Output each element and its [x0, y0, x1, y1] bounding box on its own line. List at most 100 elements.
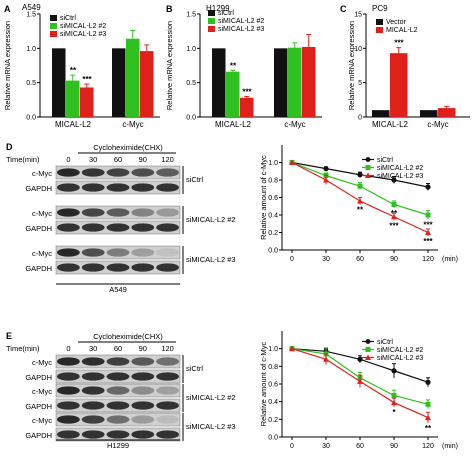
- panel-letter-B: B: [166, 4, 173, 14]
- legend-marker: [365, 354, 371, 360]
- band-label-gapdh-D: GAPDH: [25, 264, 52, 273]
- cmyc-blot-E-band: [56, 386, 80, 395]
- cmyc-blot-E-band: [106, 357, 130, 366]
- gapdh-blot-E-band: [56, 430, 80, 439]
- y-tick-label: 1.0: [268, 346, 278, 353]
- band-label-cmyc-E: c-Myc: [32, 416, 52, 425]
- gapdh-blot-D-band: [131, 223, 155, 232]
- x-tick-label: 120: [422, 256, 434, 263]
- gapdh-blot-D-band: [156, 263, 180, 272]
- y-axis-label-C: Relative mRNA expression: [347, 21, 356, 110]
- time-point-D: 60: [114, 155, 122, 164]
- y-axis-label: Relative amount of c-Myc: [259, 155, 268, 240]
- x-tick-label: 90: [390, 443, 398, 450]
- point-marker: [357, 172, 363, 178]
- panel-letter-D: D: [6, 142, 13, 152]
- cmyc-blot-D-band: [156, 208, 180, 217]
- gapdh-blot-D-band: [81, 183, 105, 192]
- cmyc-blot-D-band: [106, 168, 130, 177]
- point-marker: [357, 356, 363, 362]
- band-label-gapdh-E: GAPDH: [25, 373, 52, 382]
- legend-label: siMICAL-L2 #3: [377, 173, 423, 180]
- cmyc-blot-E-band: [106, 415, 130, 424]
- x-tick-label: 120: [422, 443, 434, 450]
- y-tick-label-B: 0.5: [186, 80, 196, 87]
- x-axis-unit: (min): [442, 443, 458, 450]
- point-marker: [323, 356, 329, 362]
- cmyc-blot-E-band: [56, 415, 80, 424]
- y-tick-label: 0.4: [268, 399, 278, 406]
- gapdh-blot-D-band: [56, 223, 80, 232]
- point-marker: [391, 202, 397, 207]
- cmyc-blot-E-band: [156, 357, 180, 366]
- significance-A: ***: [82, 75, 92, 84]
- cmyc-blot-D-band: [106, 248, 130, 257]
- cmyc-blot-E-band: [81, 386, 105, 395]
- significance-marker: ***: [423, 220, 433, 229]
- point-marker: [391, 368, 397, 374]
- legend-label-C: Vector: [386, 19, 407, 26]
- point-marker: [425, 414, 431, 421]
- group-label-E: siMICAL-L2 #3: [186, 422, 236, 431]
- cmyc-blot-D-band: [81, 248, 105, 257]
- legend-label-B: siMICAL-L2 #3: [218, 26, 264, 33]
- legend-marker: [365, 165, 371, 170]
- legend-label-A: siMICAL-L2 #3: [60, 31, 106, 38]
- x-category-label-B: c-Myc: [284, 120, 305, 129]
- legend-marker: [365, 157, 371, 162]
- point-marker: [425, 184, 431, 190]
- band-label-cmyc-E: c-Myc: [32, 358, 52, 367]
- y-tick-label: 0.8: [268, 178, 278, 185]
- y-tick-label-A: 0.0: [26, 115, 36, 122]
- cmyc-blot-E-band: [81, 415, 105, 424]
- y-tick-label: 1.0: [268, 160, 278, 167]
- y-tick-label: 0.8: [268, 364, 278, 371]
- panel-letter-A: A: [4, 4, 11, 14]
- y-tick-label: 0.6: [268, 382, 278, 389]
- significance-marker: **: [357, 206, 364, 215]
- bar-C: [390, 53, 408, 117]
- y-tick-label-B: 0.0: [186, 115, 196, 122]
- point-marker: [357, 183, 363, 189]
- bar-C: [372, 110, 390, 117]
- point-marker: [425, 229, 431, 235]
- y-tick-label: 0.2: [268, 230, 278, 237]
- gapdh-blot-E-band: [156, 430, 180, 439]
- gapdh-blot-E-band: [106, 430, 130, 439]
- y-tick-label: 0.4: [268, 213, 278, 220]
- time-label-E: Time(min): [6, 344, 40, 353]
- gapdh-blot-E-band: [56, 401, 80, 410]
- y-tick-label: 0.6: [268, 195, 278, 202]
- cmyc-blot-D-band: [131, 208, 155, 217]
- y-tick-label-C: 15: [354, 12, 362, 19]
- bar-A: [140, 51, 154, 117]
- gapdh-blot-E-band: [131, 372, 155, 381]
- point-marker: [425, 401, 431, 407]
- time-point-D: 120: [161, 155, 174, 164]
- bar-B: [302, 46, 316, 117]
- x-tick-label: 60: [356, 256, 364, 263]
- significance-marker: *: [392, 408, 396, 417]
- x-category-label-A: MICAL-L2: [55, 120, 92, 129]
- y-tick-label-C: 10: [354, 46, 362, 53]
- band-label-gapdh-D: GAPDH: [25, 184, 52, 193]
- x-tick-label: 90: [390, 256, 398, 263]
- time-point-D: 0: [66, 155, 70, 164]
- cmyc-blot-D-band: [131, 248, 155, 257]
- cmyc-blot-E-band: [156, 415, 180, 424]
- significance-marker: ***: [389, 221, 399, 230]
- legend-label: siMICAL-L2 #3: [377, 355, 423, 362]
- x-category-label-B: MICAL-L2: [215, 120, 252, 129]
- point-marker: [391, 177, 397, 183]
- panel-title-A: A549: [22, 3, 41, 12]
- y-tick-label: 0.0: [268, 435, 278, 442]
- significance-B: **: [230, 61, 237, 70]
- point-marker: [391, 399, 397, 406]
- significance-B: ***: [242, 87, 252, 96]
- cmyc-blot-D-band: [56, 248, 80, 257]
- point-marker: [391, 392, 397, 398]
- gapdh-blot-E-band: [156, 401, 180, 410]
- gapdh-blot-E-band: [106, 372, 130, 381]
- legend-swatch-C: [376, 27, 383, 33]
